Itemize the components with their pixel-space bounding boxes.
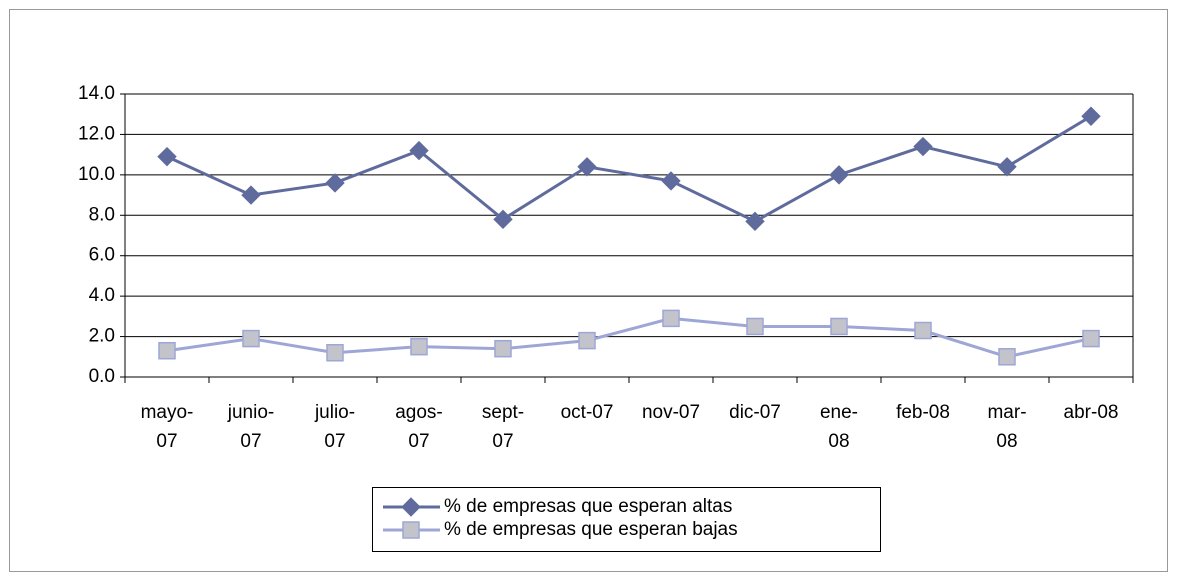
x-tick-label: sept-07 — [482, 402, 524, 452]
series-line — [166, 316, 1092, 359]
y-tick-label: 12.0 — [78, 123, 115, 144]
marker — [402, 521, 420, 539]
marker — [157, 146, 177, 167]
marker — [242, 329, 260, 348]
marker — [577, 157, 597, 177]
marker — [1082, 329, 1100, 348]
marker — [158, 341, 176, 360]
chart-frame — [9, 9, 1168, 572]
x-tick-label: feb-08 — [896, 402, 950, 423]
marker — [494, 339, 512, 358]
marker — [241, 185, 261, 205]
marker — [578, 331, 596, 350]
series-line — [166, 114, 1092, 224]
y-tick-label: 4.0 — [89, 285, 115, 306]
marker — [830, 317, 848, 336]
marker — [914, 321, 932, 340]
marker — [1081, 106, 1101, 126]
marker — [913, 136, 933, 157]
x-tick-label: julio-07 — [314, 402, 355, 452]
legend-label: % de empresas que esperan bajas — [444, 519, 738, 540]
x-tick-label: dic-07 — [729, 402, 781, 423]
marker — [662, 309, 680, 328]
marker — [829, 165, 849, 185]
x-tick-label: nov-07 — [642, 402, 700, 423]
marker — [493, 209, 513, 230]
x-tick-label: ene-08 — [820, 402, 858, 452]
legend-label: % de empresas que esperan altas — [444, 496, 732, 517]
x-tick-label: abr-08 — [1064, 402, 1119, 423]
x-tick-label: junio-07 — [227, 402, 274, 452]
x-tick-label: agos-07 — [395, 402, 443, 452]
x-tick-label: mayo-07 — [141, 402, 194, 452]
y-tick-label: 14.0 — [78, 83, 115, 104]
marker — [401, 497, 421, 517]
marker — [746, 317, 764, 336]
y-tick-label: 8.0 — [89, 204, 115, 225]
marker — [745, 211, 765, 232]
y-tick-label: 10.0 — [78, 164, 115, 185]
marker — [326, 343, 344, 362]
legend-box — [372, 487, 881, 552]
y-tick-label: 0.0 — [89, 366, 115, 387]
marker — [997, 157, 1017, 177]
x-tick-label: oct-07 — [561, 402, 614, 423]
marker — [998, 348, 1016, 366]
y-tick-label: 2.0 — [89, 326, 115, 347]
x-tick-label: mar-08 — [987, 402, 1026, 452]
marker — [409, 140, 429, 161]
marker — [410, 337, 428, 356]
marker — [325, 173, 345, 193]
marker — [661, 171, 681, 191]
y-tick-label: 6.0 — [89, 245, 115, 266]
